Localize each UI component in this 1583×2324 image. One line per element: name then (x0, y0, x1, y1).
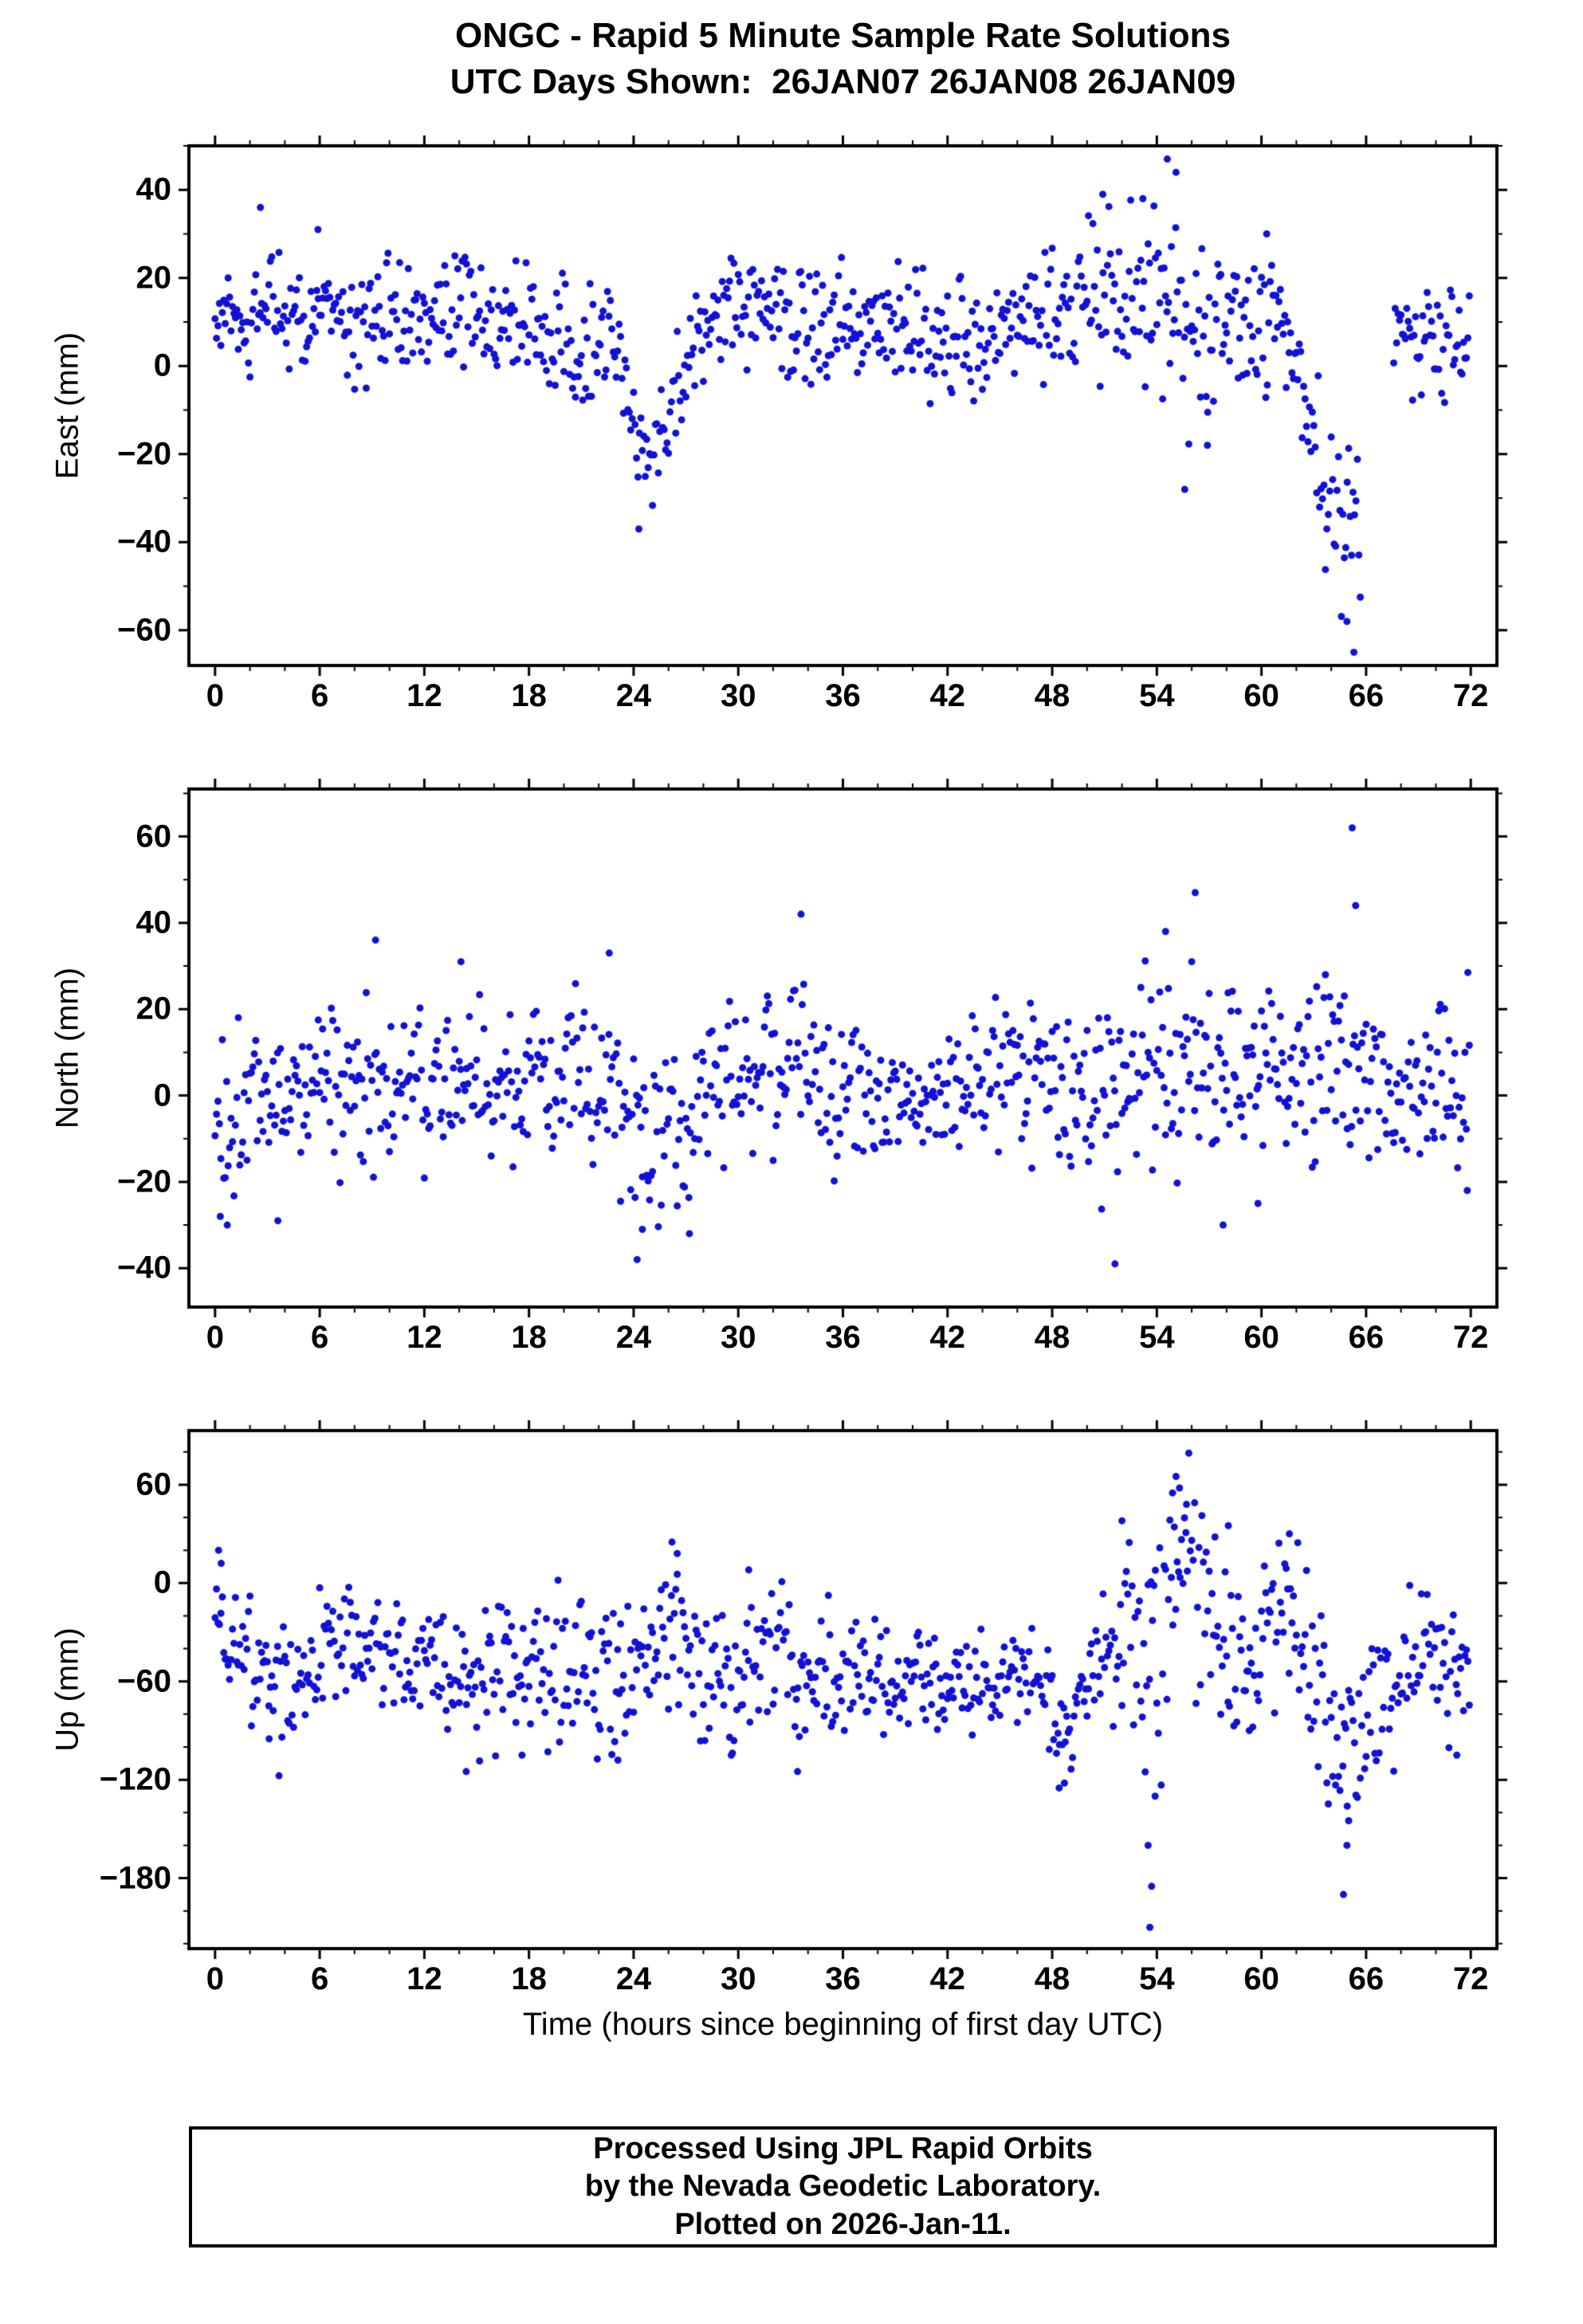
y-tick-label: −40 (117, 1250, 171, 1286)
x-tick-label: 54 (1139, 678, 1175, 713)
y-tick-label: −40 (117, 524, 171, 559)
x-tick-label: 36 (825, 1320, 861, 1355)
chart-title-line1: ONGC - Rapid 5 Minute Sample Rate Soluti… (455, 16, 1231, 55)
y-tick-label: 40 (136, 905, 172, 940)
x-tick-label: 30 (720, 678, 756, 713)
y-tick-label: −180 (99, 1860, 171, 1896)
x-tick-label: 18 (511, 1320, 547, 1355)
x-tick-label: 42 (929, 678, 966, 713)
x-tick-label: 0 (206, 1320, 224, 1355)
east-scatter-canvas (173, 130, 1513, 681)
x-tick-label: 72 (1452, 678, 1489, 713)
chart-title-line2: UTC Days Shown: 26JAN07 26JAN08 26JAN09 (450, 62, 1236, 102)
x-tick-label: 12 (407, 678, 442, 713)
x-tick-label: 36 (825, 1961, 861, 1996)
up-y-axis-label: Up (mm) (49, 1627, 85, 1752)
y-tick-label: 20 (136, 260, 172, 296)
x-tick-label: 54 (1139, 1320, 1175, 1355)
x-tick-label: 48 (1034, 1320, 1070, 1355)
footer-box: Processed Using JPL Rapid Orbits by the … (189, 2126, 1497, 2247)
x-tick-label: 60 (1243, 1961, 1279, 1996)
north-scatter-canvas (173, 773, 1513, 1323)
x-tick-label: 66 (1348, 1961, 1385, 1996)
x-tick-label: 48 (1034, 678, 1070, 713)
x-axis-label: Time (hours since beginning of first day… (522, 2007, 1164, 2042)
x-tick-label: 42 (929, 1961, 966, 1996)
y-tick-label: 40 (136, 171, 172, 207)
y-tick-label: 0 (153, 1564, 171, 1600)
x-tick-label: 18 (511, 1961, 547, 1996)
footer-line3: Plotted on 2026-Jan-11. (674, 2207, 1011, 2241)
x-tick-label: 12 (407, 1320, 442, 1355)
y-tick-label: 20 (136, 991, 172, 1027)
x-tick-label: 66 (1348, 1320, 1385, 1355)
x-tick-label: 66 (1348, 678, 1385, 713)
y-tick-label: 60 (136, 1466, 172, 1502)
x-tick-label: 0 (206, 678, 224, 713)
x-tick-label: 48 (1034, 1961, 1070, 1996)
x-tick-label: 36 (825, 678, 861, 713)
x-tick-label: 6 (310, 678, 329, 713)
x-tick-label: 42 (929, 1320, 966, 1355)
x-tick-label: 24 (615, 678, 652, 713)
x-tick-label: 72 (1452, 1320, 1489, 1355)
x-tick-label: 54 (1139, 1961, 1175, 1996)
footer-line1: Processed Using JPL Rapid Orbits (593, 2131, 1093, 2165)
chart-title: ONGC - Rapid 5 Minute Sample Rate Soluti… (189, 13, 1497, 105)
north-y-axis-label: North (mm) (49, 967, 85, 1129)
x-tick-label: 24 (615, 1320, 652, 1355)
x-tick-label: 6 (310, 1961, 329, 1996)
y-tick-label: −20 (117, 1164, 171, 1199)
x-tick-label: 18 (511, 678, 547, 713)
y-tick-label: 0 (153, 1078, 171, 1113)
y-tick-label: 0 (153, 347, 171, 383)
x-tick-label: 0 (206, 1961, 224, 1996)
y-tick-label: −60 (117, 1663, 171, 1699)
y-tick-label: −120 (99, 1761, 171, 1797)
x-tick-label: 6 (310, 1320, 329, 1355)
x-tick-label: 60 (1243, 1320, 1279, 1355)
x-tick-label: 72 (1452, 1961, 1489, 1996)
x-tick-label: 24 (615, 1961, 652, 1996)
y-tick-label: −20 (117, 436, 171, 472)
x-tick-label: 30 (720, 1961, 756, 1996)
y-tick-label: −60 (117, 612, 171, 648)
x-tick-label: 60 (1243, 678, 1279, 713)
y-tick-label: 60 (136, 819, 172, 854)
footer-line2: by the Nevada Geodetic Laboratory. (584, 2169, 1102, 2204)
up-subplot: Up (mm) 0 6 12 18 24 30 36 42 48 54 60 66 72 60 0 −60 −1… (50, 1415, 1513, 1996)
x-tick-label: 12 (407, 1961, 442, 1996)
north-subplot: North (mm) 0 6 12 18 24 30 36 42 48 54 60 66 72 60 40 2… (50, 773, 1513, 1355)
up-scatter-canvas (173, 1415, 1513, 1965)
east-subplot: East (mm) 0 6 12 18 24 30 36 42 48 54 60 66 72 40 20 0−… (50, 130, 1513, 713)
x-tick-label: 30 (720, 1320, 756, 1355)
east-y-axis-label: East (mm) (49, 332, 85, 480)
